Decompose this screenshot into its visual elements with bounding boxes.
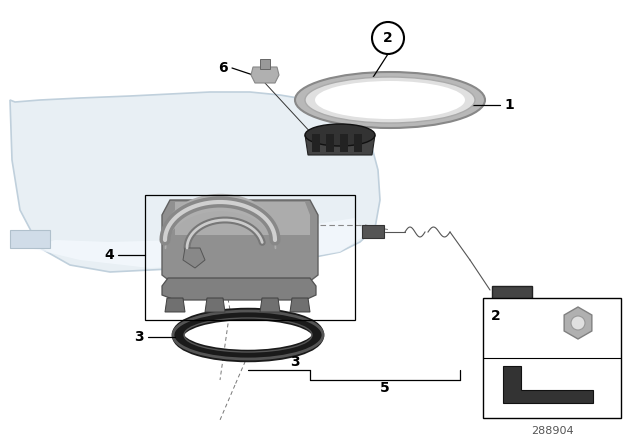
Ellipse shape <box>305 124 375 146</box>
Bar <box>312 134 320 152</box>
Text: 3: 3 <box>290 355 300 369</box>
Text: 4: 4 <box>104 248 114 262</box>
Polygon shape <box>162 200 318 285</box>
Ellipse shape <box>295 72 485 128</box>
Polygon shape <box>260 298 280 312</box>
Ellipse shape <box>553 360 571 370</box>
Bar <box>340 134 348 152</box>
Polygon shape <box>503 366 593 403</box>
Bar <box>490 306 534 312</box>
Polygon shape <box>30 218 365 268</box>
Text: 6: 6 <box>218 61 228 75</box>
Text: 288904: 288904 <box>531 426 573 436</box>
Text: 2: 2 <box>383 31 393 45</box>
Polygon shape <box>183 248 205 268</box>
Polygon shape <box>10 92 380 272</box>
Text: 3: 3 <box>134 330 144 344</box>
Text: 2: 2 <box>491 309 500 323</box>
Text: 5: 5 <box>380 381 390 395</box>
Polygon shape <box>165 298 185 312</box>
Polygon shape <box>10 230 50 248</box>
Polygon shape <box>305 135 375 155</box>
Polygon shape <box>205 298 225 312</box>
Polygon shape <box>290 298 310 312</box>
Text: 1: 1 <box>504 98 514 112</box>
Bar <box>362 225 384 238</box>
Polygon shape <box>251 67 279 83</box>
Polygon shape <box>162 278 316 300</box>
Bar <box>260 59 270 69</box>
Circle shape <box>571 316 585 330</box>
Polygon shape <box>564 307 592 339</box>
Bar <box>354 134 362 152</box>
Bar <box>326 134 334 152</box>
Bar <box>483 298 621 418</box>
Bar <box>492 286 532 308</box>
Polygon shape <box>175 202 310 235</box>
Ellipse shape <box>305 77 475 123</box>
Ellipse shape <box>315 81 465 119</box>
